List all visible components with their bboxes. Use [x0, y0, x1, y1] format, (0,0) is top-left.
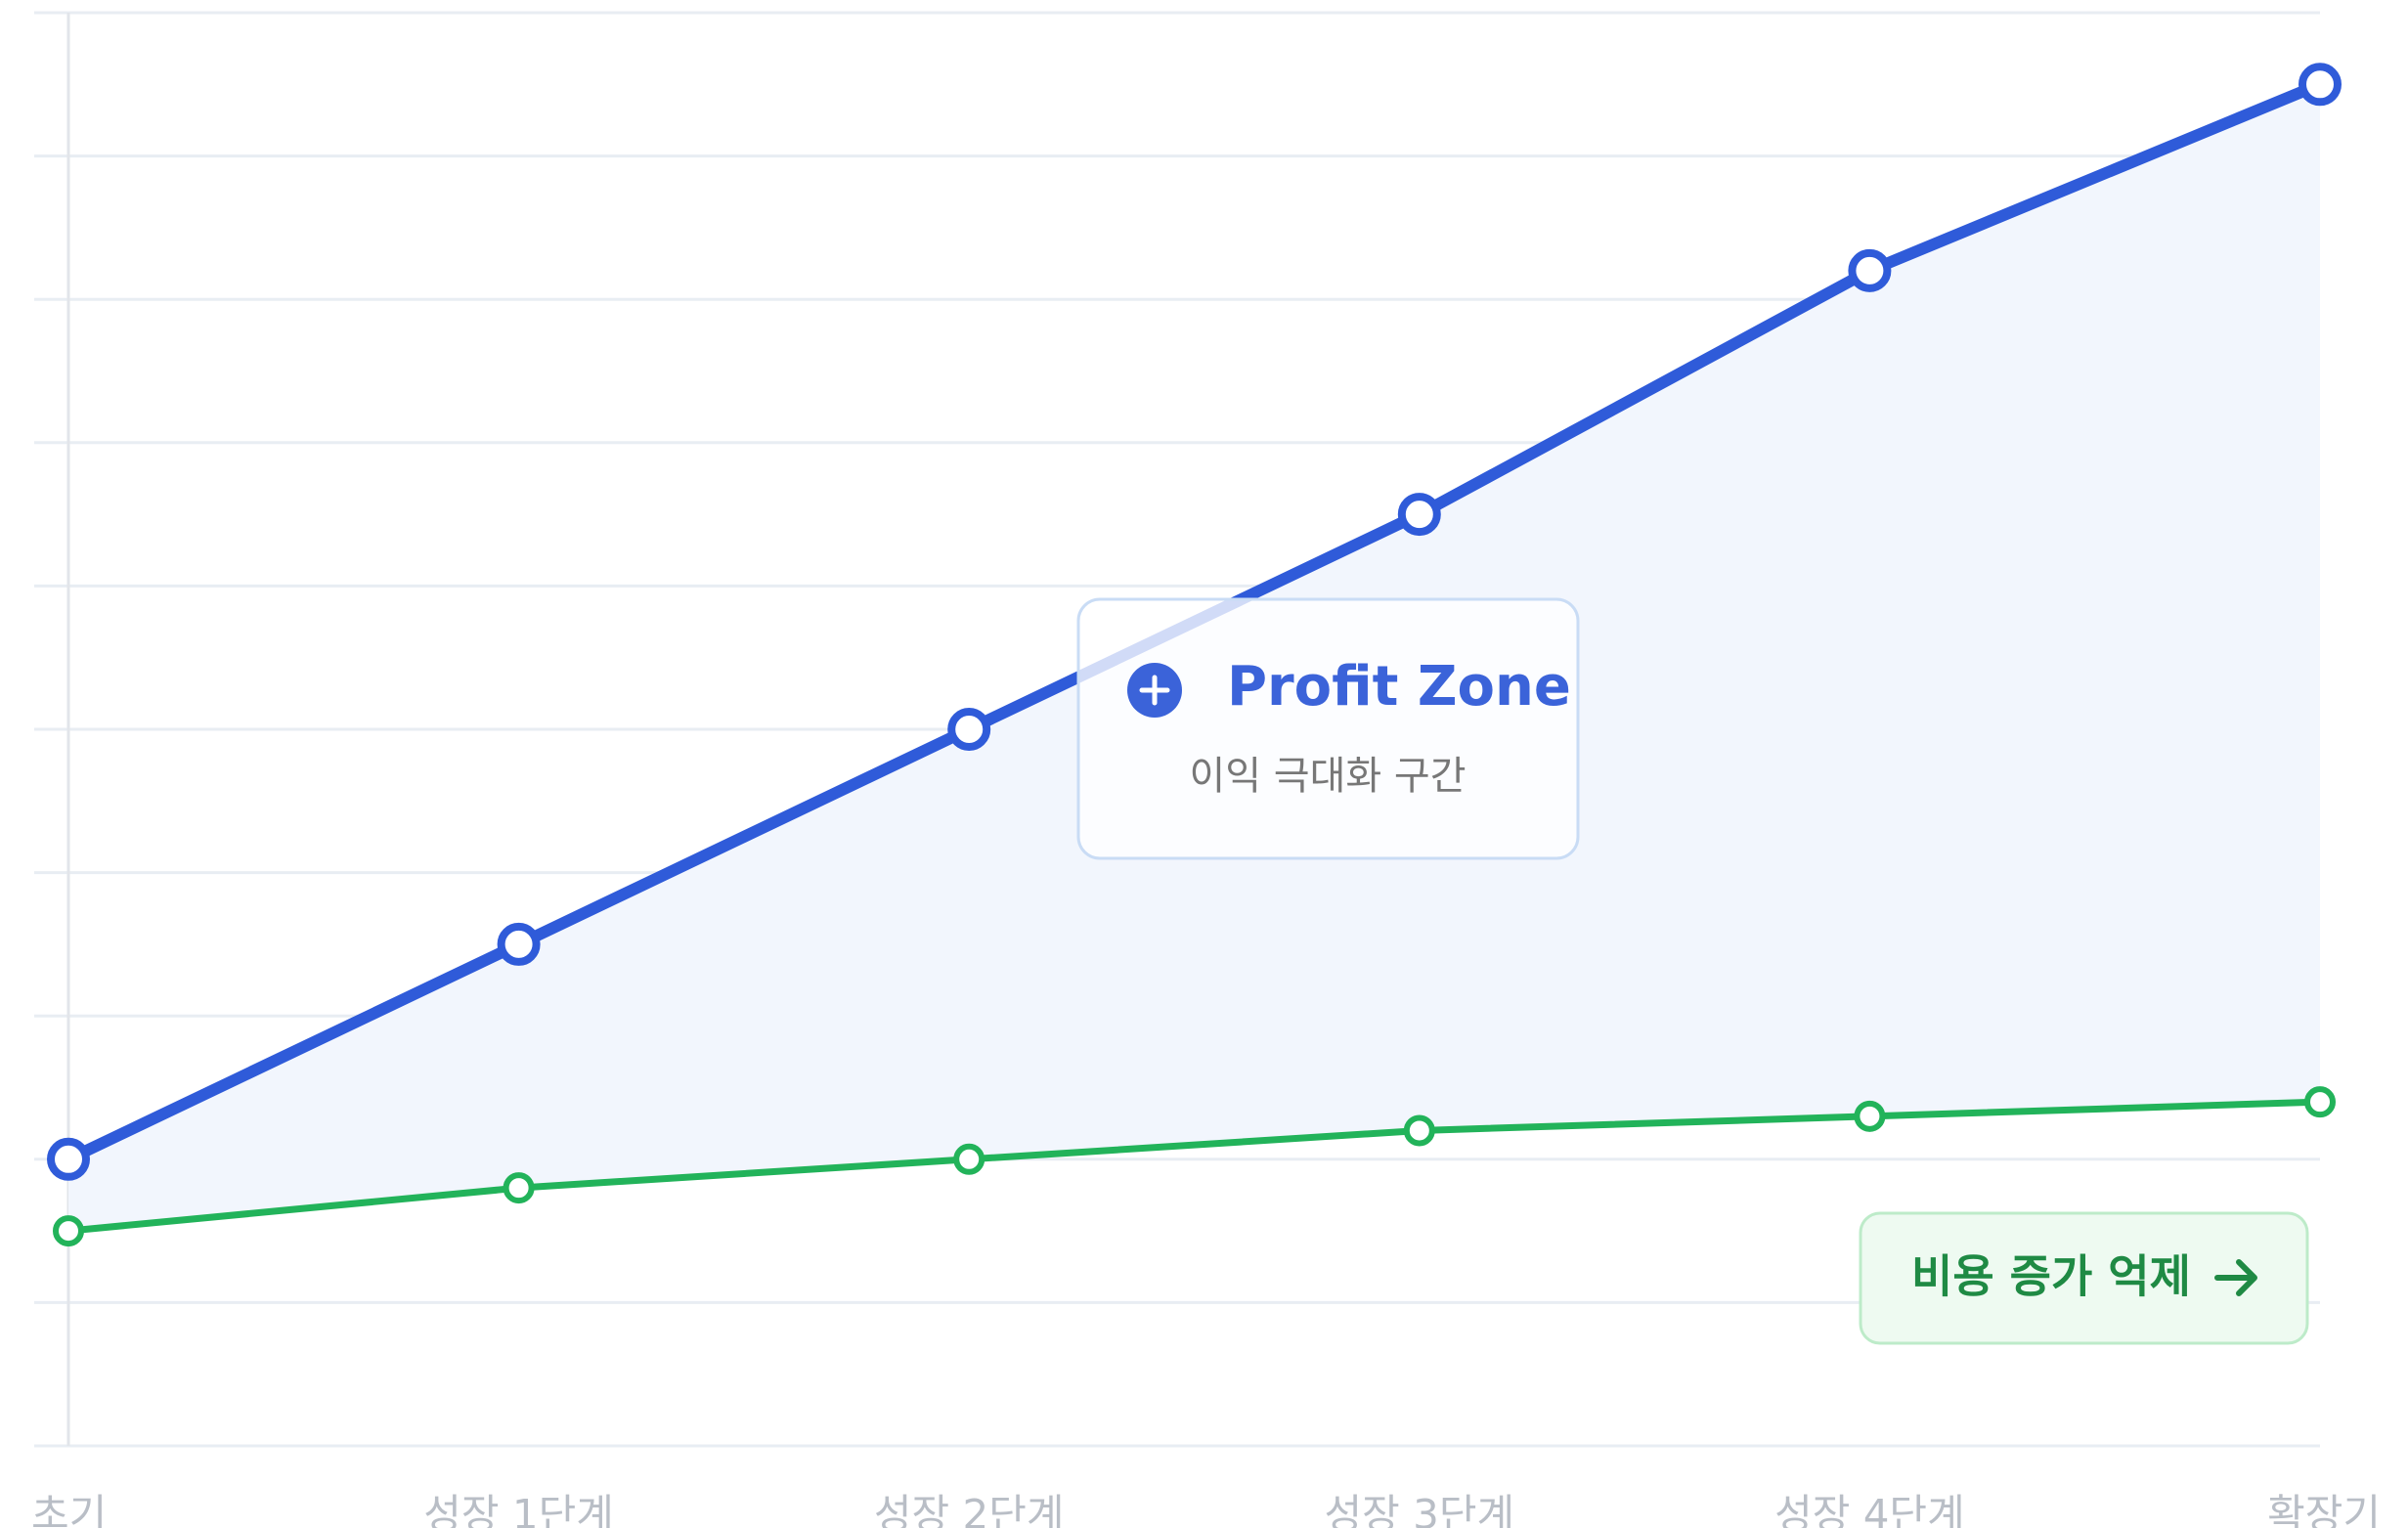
data-point: [497, 922, 541, 966]
data-point: [1403, 1114, 1435, 1147]
profit-zone-box: Profit Zone 이익 극대화 구간: [1076, 597, 1580, 860]
x-tick-label: 초기: [31, 1491, 107, 1528]
x-tick-label: 성장 2단계: [874, 1491, 1065, 1528]
data-point: [47, 1137, 90, 1181]
data-point: [1854, 1100, 1886, 1132]
annotation-box: [1859, 1211, 2309, 1345]
x-tick-label: 확장기: [2267, 1491, 2381, 1528]
data-point: [2304, 1086, 2336, 1118]
x-tick-label: 성장 3단계: [1324, 1491, 1514, 1528]
data-point: [2299, 63, 2342, 107]
data-point: [953, 1143, 985, 1175]
arrow-icon: [2214, 1259, 2257, 1296]
data-point: [53, 1215, 84, 1247]
data-point: [1397, 493, 1441, 537]
annotation-label: 비용 증가 억제: [1911, 1250, 2191, 1303]
x-tick-label: 성장 4단계: [1774, 1491, 1965, 1528]
annotation-box: [1076, 597, 1580, 860]
annotation-subtitle: 이익 극대화 구간: [1189, 754, 1466, 799]
x-tick-label: 성장 1단계: [423, 1491, 614, 1528]
data-point: [947, 708, 991, 751]
data-point: [503, 1172, 535, 1204]
cost-box: 비용 증가 억제: [1859, 1211, 2309, 1345]
data-point: [1848, 248, 1892, 292]
plus-icon-glyph: [1139, 675, 1170, 706]
series-line: [65, 1098, 2324, 1235]
annotation-title: Profit Zone: [1227, 655, 1571, 719]
